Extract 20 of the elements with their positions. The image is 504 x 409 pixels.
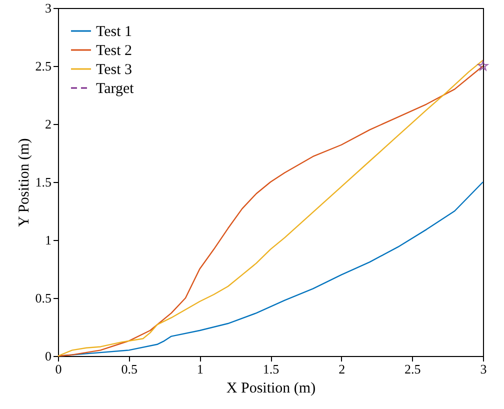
x-tick-label: 2 (338, 362, 346, 376)
x-tick-label: 0 (55, 362, 62, 376)
x-axis-title: X Position (m) (226, 380, 316, 396)
x-tick-label: 0.5 (121, 362, 138, 376)
legend-label: Test 3 (96, 62, 132, 78)
y-tick-label: 0.5 (35, 290, 52, 306)
y-tick-label: 3 (45, 0, 52, 16)
y-tick-label: 2 (45, 116, 52, 132)
x-tick-label: 1.5 (262, 362, 280, 376)
x-tick-label: 2.5 (404, 362, 421, 376)
y-tick-label: 2.5 (35, 58, 52, 74)
y-tick-label: 1.5 (35, 174, 52, 190)
legend-label: Test 2 (96, 43, 132, 59)
y-axis-title: Y Position (m) (16, 138, 32, 227)
x-tick-label: 1 (196, 362, 204, 376)
legend-label: Target (96, 81, 135, 97)
y-tick-label: 1 (45, 232, 52, 248)
x-tick-label: 3 (480, 362, 487, 376)
y-tick-label: 0 (45, 348, 52, 364)
legend-label: Test 1 (96, 24, 132, 40)
